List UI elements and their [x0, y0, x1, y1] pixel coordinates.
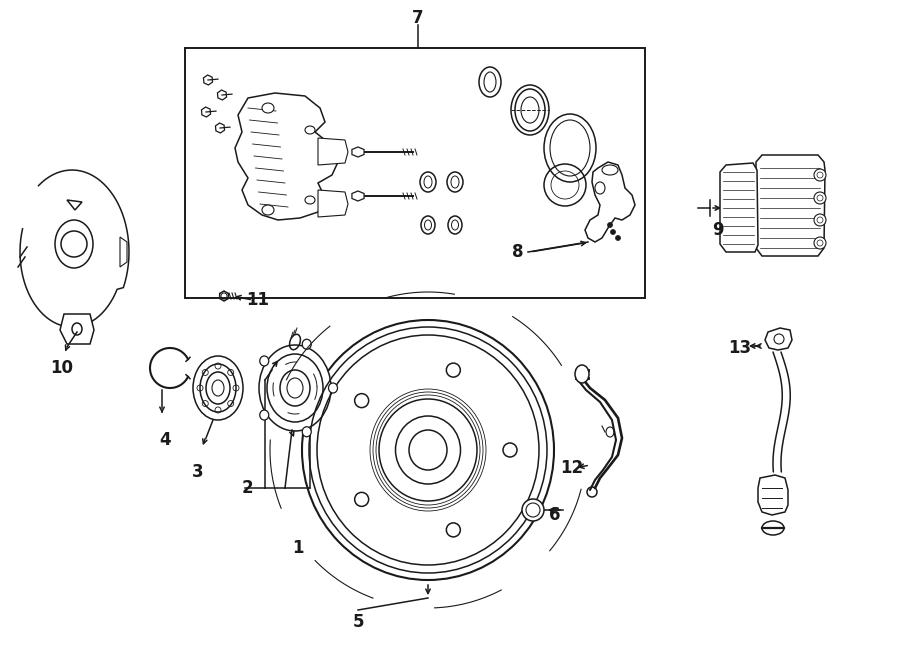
Text: 13: 13 — [728, 339, 752, 357]
Polygon shape — [318, 138, 348, 165]
Ellipse shape — [305, 196, 315, 204]
Ellipse shape — [302, 339, 311, 349]
Polygon shape — [120, 237, 127, 267]
Ellipse shape — [446, 523, 460, 537]
Text: 7: 7 — [412, 9, 424, 27]
Polygon shape — [720, 163, 758, 252]
Text: 9: 9 — [712, 221, 724, 239]
Ellipse shape — [55, 220, 93, 268]
Ellipse shape — [762, 521, 784, 535]
Ellipse shape — [305, 126, 315, 134]
Circle shape — [608, 223, 613, 227]
Circle shape — [610, 229, 616, 235]
Polygon shape — [765, 328, 792, 350]
Text: 2: 2 — [241, 479, 253, 497]
Text: 11: 11 — [247, 291, 269, 309]
Ellipse shape — [814, 169, 826, 181]
Polygon shape — [756, 155, 825, 256]
Text: 3: 3 — [193, 463, 203, 481]
Text: 4: 4 — [159, 431, 171, 449]
Ellipse shape — [355, 492, 369, 506]
Ellipse shape — [259, 345, 331, 431]
Ellipse shape — [379, 399, 477, 501]
Circle shape — [61, 231, 87, 257]
Ellipse shape — [302, 320, 554, 580]
Ellipse shape — [814, 192, 826, 204]
Ellipse shape — [446, 363, 460, 377]
Text: 12: 12 — [561, 459, 583, 477]
Circle shape — [616, 235, 620, 241]
Text: 5: 5 — [352, 613, 364, 631]
Ellipse shape — [395, 416, 461, 484]
Text: 6: 6 — [549, 506, 561, 524]
Polygon shape — [585, 162, 635, 242]
Bar — [185, 48, 645, 298]
Polygon shape — [758, 475, 788, 515]
Ellipse shape — [260, 410, 269, 420]
Ellipse shape — [503, 443, 517, 457]
Text: 1: 1 — [292, 539, 304, 557]
Ellipse shape — [515, 89, 545, 131]
Ellipse shape — [814, 214, 826, 226]
Ellipse shape — [280, 370, 310, 406]
Ellipse shape — [262, 103, 274, 113]
Polygon shape — [235, 93, 338, 220]
Ellipse shape — [302, 427, 311, 437]
Text: 8: 8 — [512, 243, 524, 261]
Ellipse shape — [328, 383, 338, 393]
Polygon shape — [318, 190, 348, 217]
Ellipse shape — [522, 499, 544, 521]
Ellipse shape — [260, 356, 269, 366]
Ellipse shape — [355, 394, 369, 408]
Ellipse shape — [575, 365, 589, 383]
Polygon shape — [60, 314, 94, 344]
Ellipse shape — [262, 205, 274, 215]
Text: 10: 10 — [50, 359, 74, 377]
Ellipse shape — [193, 356, 243, 420]
Ellipse shape — [200, 364, 236, 412]
Ellipse shape — [814, 237, 826, 249]
